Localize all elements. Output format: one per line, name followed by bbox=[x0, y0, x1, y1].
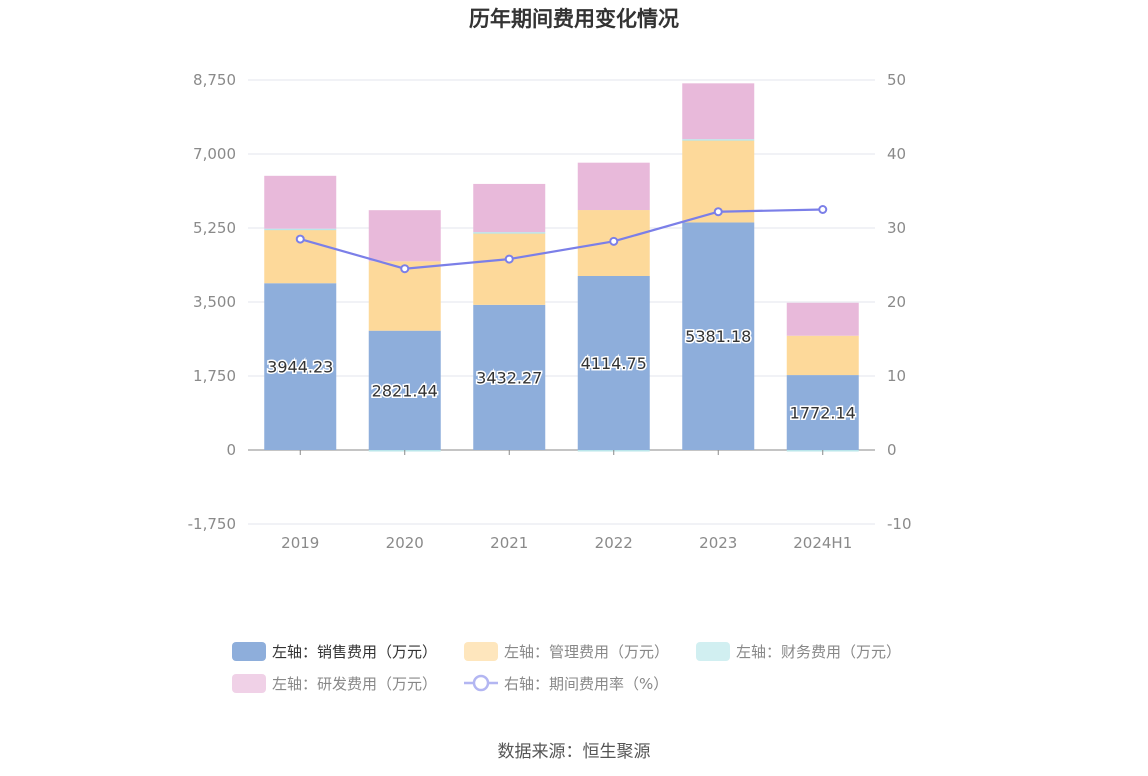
legend[interactable]: 左轴：销售费用（万元） 左轴：管理费用（万元） 左轴：财务费用（万元） 左轴：研发费用… bbox=[232, 642, 901, 693]
left-tick-label: 1,750 bbox=[193, 367, 236, 385]
bar-segment[interactable] bbox=[264, 283, 337, 450]
bars bbox=[264, 83, 859, 452]
rate-point[interactable] bbox=[609, 236, 619, 246]
right-tick-label: -10 bbox=[887, 515, 912, 533]
legend-label: 左轴：销售费用（万元） bbox=[272, 643, 437, 661]
right-tick-label: 20 bbox=[887, 293, 906, 311]
legend-item[interactable]: 左轴：管理费用（万元） bbox=[464, 642, 669, 661]
rate-point[interactable] bbox=[713, 207, 723, 217]
legend-item[interactable]: 左轴：财务费用（万元） bbox=[696, 642, 901, 661]
x-tick-label: 2020 bbox=[386, 534, 424, 552]
bar-segment[interactable] bbox=[682, 139, 755, 141]
rate-line bbox=[295, 205, 828, 274]
legend-item[interactable]: 左轴：研发费用（万元） bbox=[232, 674, 437, 693]
x-tick-label: 2021 bbox=[490, 534, 528, 552]
legend-label: 左轴：研发费用（万元） bbox=[272, 675, 437, 693]
bar-value-label: 3944.23 bbox=[267, 358, 333, 377]
bar-segment[interactable] bbox=[682, 222, 755, 450]
bar-segment[interactable] bbox=[368, 330, 441, 450]
legend-label: 右轴：期间费用率（%） bbox=[504, 675, 668, 693]
legend-swatch bbox=[232, 674, 266, 693]
right-tick-label: 0 bbox=[887, 441, 897, 459]
axes: 8,750 50 7,000 40 5,250 30 3,500 20 1,750 10 0 0 -1,… bbox=[188, 71, 912, 552]
bar-segment[interactable] bbox=[577, 162, 650, 211]
bar-segment[interactable] bbox=[368, 210, 441, 262]
rate-line-path bbox=[299, 208, 823, 270]
x-tick-label: 2022 bbox=[595, 534, 633, 552]
grid bbox=[248, 79, 875, 525]
bar-segment[interactable] bbox=[473, 183, 546, 233]
legend-swatch bbox=[232, 642, 266, 661]
bar-segment[interactable] bbox=[786, 335, 859, 376]
bar-value-label: 4114.75 bbox=[581, 354, 647, 373]
bar-segment[interactable] bbox=[473, 232, 546, 234]
bar-segment[interactable] bbox=[786, 375, 859, 450]
rate-point[interactable] bbox=[400, 264, 410, 274]
bar-value-label: 1772.14 bbox=[790, 404, 856, 423]
left-tick-label: 7,000 bbox=[193, 145, 236, 163]
right-tick-label: 40 bbox=[887, 145, 906, 163]
bar-segment[interactable] bbox=[264, 175, 337, 229]
legend-item[interactable]: 左轴：销售费用（万元） bbox=[232, 642, 437, 661]
legend-item[interactable]: 右轴：期间费用率（%） bbox=[464, 674, 668, 693]
legend-swatch bbox=[472, 674, 490, 692]
right-tick-label: 50 bbox=[887, 71, 906, 89]
source-note: 数据来源：恒生聚源 bbox=[498, 742, 651, 762]
bar-value-label: 3432.27 bbox=[476, 368, 542, 387]
bar-segment[interactable] bbox=[577, 276, 650, 450]
legend-swatch bbox=[464, 642, 498, 661]
right-tick-label: 30 bbox=[887, 219, 906, 237]
left-tick-label: 0 bbox=[226, 441, 236, 459]
bar-segment[interactable] bbox=[682, 83, 755, 140]
x-tick-label: 2024H1 bbox=[793, 534, 852, 552]
bar-value-label: 5381.18 bbox=[685, 327, 751, 346]
bar-segment[interactable] bbox=[473, 304, 546, 450]
chart-title: 历年期间费用变化情况 bbox=[469, 7, 679, 31]
legend-swatch bbox=[696, 642, 730, 661]
data-labels: 3944.23 2821.44 3432.27 4114.75 5381.18 1772.… bbox=[266, 326, 858, 424]
x-tick-label: 2019 bbox=[281, 534, 319, 552]
bar-segment[interactable] bbox=[473, 233, 546, 305]
right-tick-label: 10 bbox=[887, 367, 906, 385]
left-tick-label: -1,750 bbox=[188, 515, 236, 533]
rate-point[interactable] bbox=[818, 205, 828, 214]
legend-label: 左轴：财务费用（万元） bbox=[736, 643, 901, 661]
left-tick-label: 3,500 bbox=[193, 293, 236, 311]
left-tick-label: 5,250 bbox=[193, 219, 236, 237]
left-tick-label: 8,750 bbox=[193, 71, 236, 89]
bar-segment[interactable] bbox=[264, 228, 337, 231]
rate-point[interactable] bbox=[295, 234, 305, 244]
bar-value-label: 2821.44 bbox=[372, 381, 438, 400]
x-tick-label: 2023 bbox=[699, 534, 737, 552]
rate-point[interactable] bbox=[504, 254, 514, 264]
bar-segment[interactable] bbox=[786, 302, 859, 336]
legend-label: 左轴：管理费用（万元） bbox=[504, 643, 669, 661]
